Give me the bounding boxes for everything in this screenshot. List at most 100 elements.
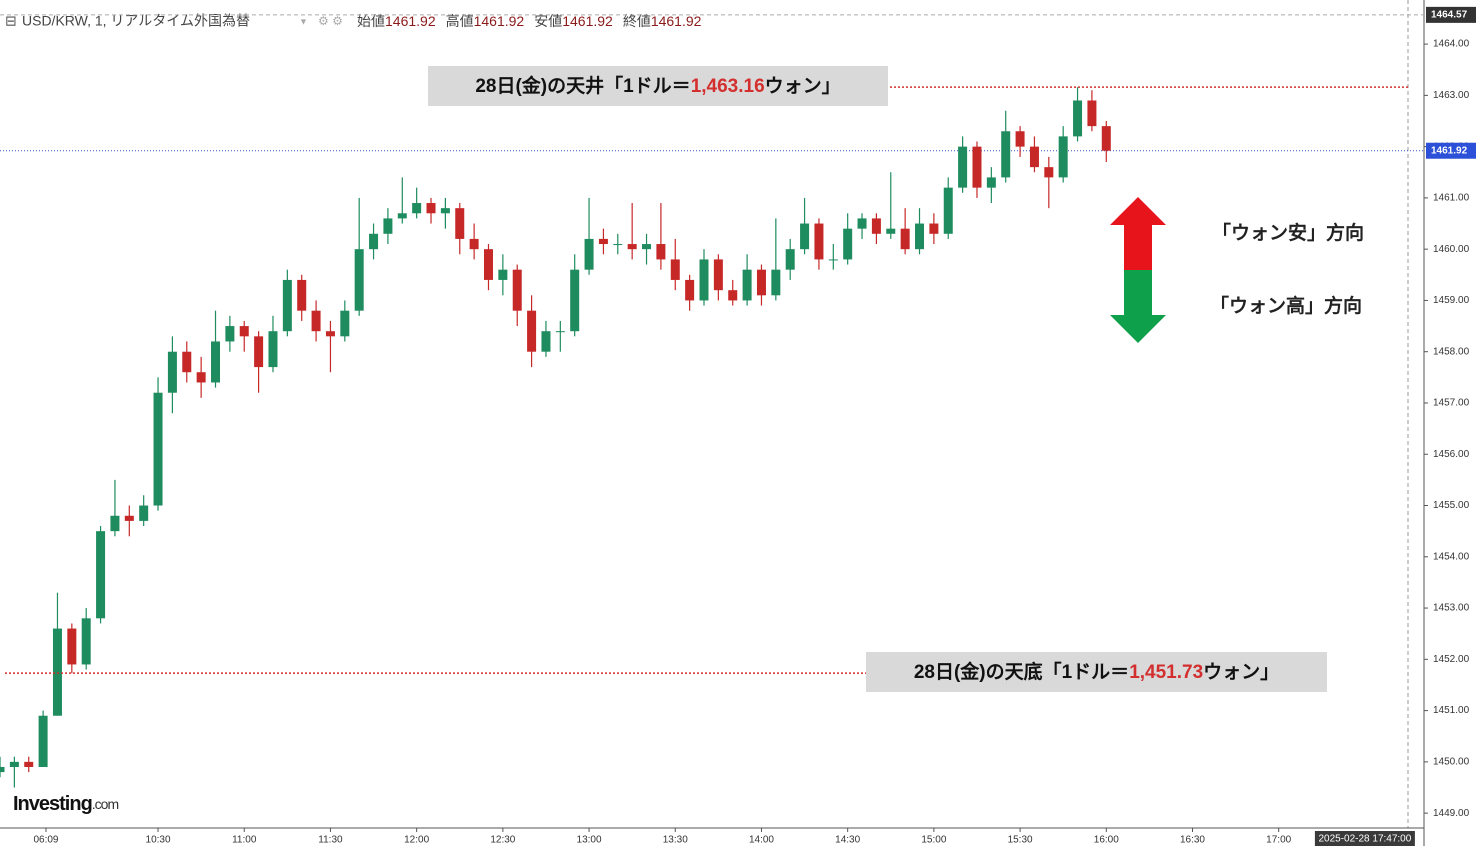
x-tick-label: 16:30 bbox=[1180, 835, 1205, 846]
y-tick-label: 1451.00 bbox=[1433, 705, 1470, 716]
y-tick-label: 1459.00 bbox=[1433, 295, 1470, 306]
candle-body bbox=[239, 326, 249, 337]
y-tick-label: 1455.00 bbox=[1433, 500, 1470, 511]
annotations: 28日(金)の天井「1ドル＝1,463.16ウォン」 28日(金)の天底「1ドル＝… bbox=[5, 66, 1408, 692]
candle-body bbox=[153, 392, 163, 506]
candle-body bbox=[742, 269, 752, 301]
direction-label: 「ウォン安」方向 bbox=[1212, 221, 1364, 244]
candle-body bbox=[915, 223, 925, 250]
candle-body bbox=[527, 310, 537, 352]
candle-body bbox=[440, 208, 450, 214]
x-tick-label: 15:30 bbox=[1008, 835, 1033, 846]
candle-body bbox=[211, 341, 221, 383]
x-tick-label: 13:30 bbox=[663, 835, 688, 846]
candle-body bbox=[800, 223, 810, 250]
candle-body bbox=[225, 326, 235, 342]
candle-body bbox=[9, 761, 19, 767]
settings-icons[interactable]: ⚙ ⚙ bbox=[318, 14, 343, 28]
candle-body bbox=[110, 515, 120, 532]
collapse-icon[interactable]: ⊟ bbox=[5, 13, 17, 29]
candle-body bbox=[340, 310, 350, 337]
ohlc-name: 終値 bbox=[623, 13, 651, 29]
candle-body bbox=[771, 269, 781, 296]
candle-body bbox=[512, 269, 522, 311]
x-tick-label: 06:09 bbox=[33, 835, 58, 846]
x-tick-label: 11:30 bbox=[318, 835, 343, 846]
candle-body bbox=[1015, 131, 1025, 147]
candle-body bbox=[699, 259, 709, 301]
x-tick-label: 14:00 bbox=[749, 835, 774, 846]
candle-body bbox=[196, 372, 206, 383]
candle-body bbox=[469, 238, 479, 250]
candle-body bbox=[685, 279, 695, 301]
candle-body bbox=[1058, 136, 1068, 178]
candle-body bbox=[412, 203, 422, 214]
dropdown[interactable]: ▼ bbox=[299, 16, 308, 26]
candle-body bbox=[426, 203, 436, 214]
annotation-box bbox=[866, 652, 1327, 692]
candle-body bbox=[24, 761, 34, 767]
candle-body bbox=[1029, 146, 1039, 168]
candle-body bbox=[929, 223, 939, 234]
x-tick-label: 16:00 bbox=[1094, 835, 1119, 846]
y-tick-label: 1457.00 bbox=[1433, 398, 1470, 409]
candle-body bbox=[182, 351, 192, 373]
annotation-text: 28日(金)の天底「1ドル＝1,451.73ウォン」 bbox=[914, 660, 1279, 683]
y-tick-label: 1453.00 bbox=[1433, 603, 1470, 614]
annotation-box bbox=[428, 66, 888, 106]
candle-body bbox=[886, 228, 896, 234]
ohlc-field: 始値1461.92 bbox=[357, 13, 436, 29]
candle-body bbox=[958, 146, 968, 188]
y-tick-label: 1454.00 bbox=[1433, 551, 1470, 562]
last-price-label: 1461.92 bbox=[1431, 145, 1468, 156]
ohlc-value: 1461.92 bbox=[474, 13, 525, 29]
down-arrow bbox=[1110, 270, 1166, 343]
candle-body bbox=[1001, 131, 1011, 178]
y-tick-label: 1456.00 bbox=[1433, 449, 1470, 460]
y-tick-label: 1458.00 bbox=[1433, 346, 1470, 357]
candle-body bbox=[397, 213, 407, 219]
y-tick-label: 1464.00 bbox=[1433, 39, 1470, 50]
candle-body bbox=[124, 515, 134, 521]
candle-body bbox=[986, 177, 996, 188]
ohlc-header: 始値1461.92 高値1461.92 安値1461.92 終値1461.92 bbox=[357, 13, 702, 29]
annotation-prefix: 28日(金)の天底「1ドル＝ bbox=[914, 660, 1129, 683]
ohlc-field: 終値1461.92 bbox=[623, 13, 702, 29]
candle-body bbox=[311, 310, 321, 332]
candle-body bbox=[584, 238, 594, 270]
x-tick-label: 14:30 bbox=[835, 835, 860, 846]
candle-body bbox=[756, 269, 766, 296]
x-tick-label: 13:00 bbox=[577, 835, 602, 846]
candle-body bbox=[254, 336, 264, 368]
x-tick-label: 10:30 bbox=[146, 835, 171, 846]
candle-body bbox=[0, 766, 5, 773]
y-tick-label: 1461.00 bbox=[1433, 193, 1470, 204]
ohlc-value: 1461.92 bbox=[562, 13, 613, 29]
annotation-value: 1,451.73 bbox=[1129, 662, 1203, 683]
candle-body bbox=[38, 715, 48, 767]
candle-body bbox=[871, 218, 881, 234]
candle-body bbox=[943, 187, 953, 234]
ohlc-value: 1461.92 bbox=[385, 13, 436, 29]
candle-body bbox=[383, 218, 393, 234]
candle-body bbox=[354, 249, 364, 311]
x-tick-label: 12:30 bbox=[490, 835, 515, 846]
candle-body bbox=[52, 628, 62, 716]
y-tick-label: 1452.00 bbox=[1433, 654, 1470, 665]
up-arrow bbox=[1110, 197, 1166, 270]
annotation-text: 28日(金)の天井「1ドル＝1,463.16ウォン」 bbox=[475, 74, 840, 97]
candle-body bbox=[67, 628, 77, 665]
candle-body bbox=[900, 228, 910, 250]
candle-body bbox=[325, 331, 335, 337]
candle-body bbox=[642, 244, 652, 250]
candle-body bbox=[728, 290, 738, 301]
candle-body bbox=[455, 208, 465, 239]
candle-body bbox=[613, 244, 623, 246]
candle-body bbox=[843, 228, 853, 260]
candle-body bbox=[857, 218, 867, 229]
direction-label: 「ウォン高」方向 bbox=[1210, 294, 1362, 317]
candle-body bbox=[282, 279, 292, 332]
candle-body bbox=[972, 146, 982, 188]
top-marker-label: 1464.57 bbox=[1431, 10, 1468, 21]
